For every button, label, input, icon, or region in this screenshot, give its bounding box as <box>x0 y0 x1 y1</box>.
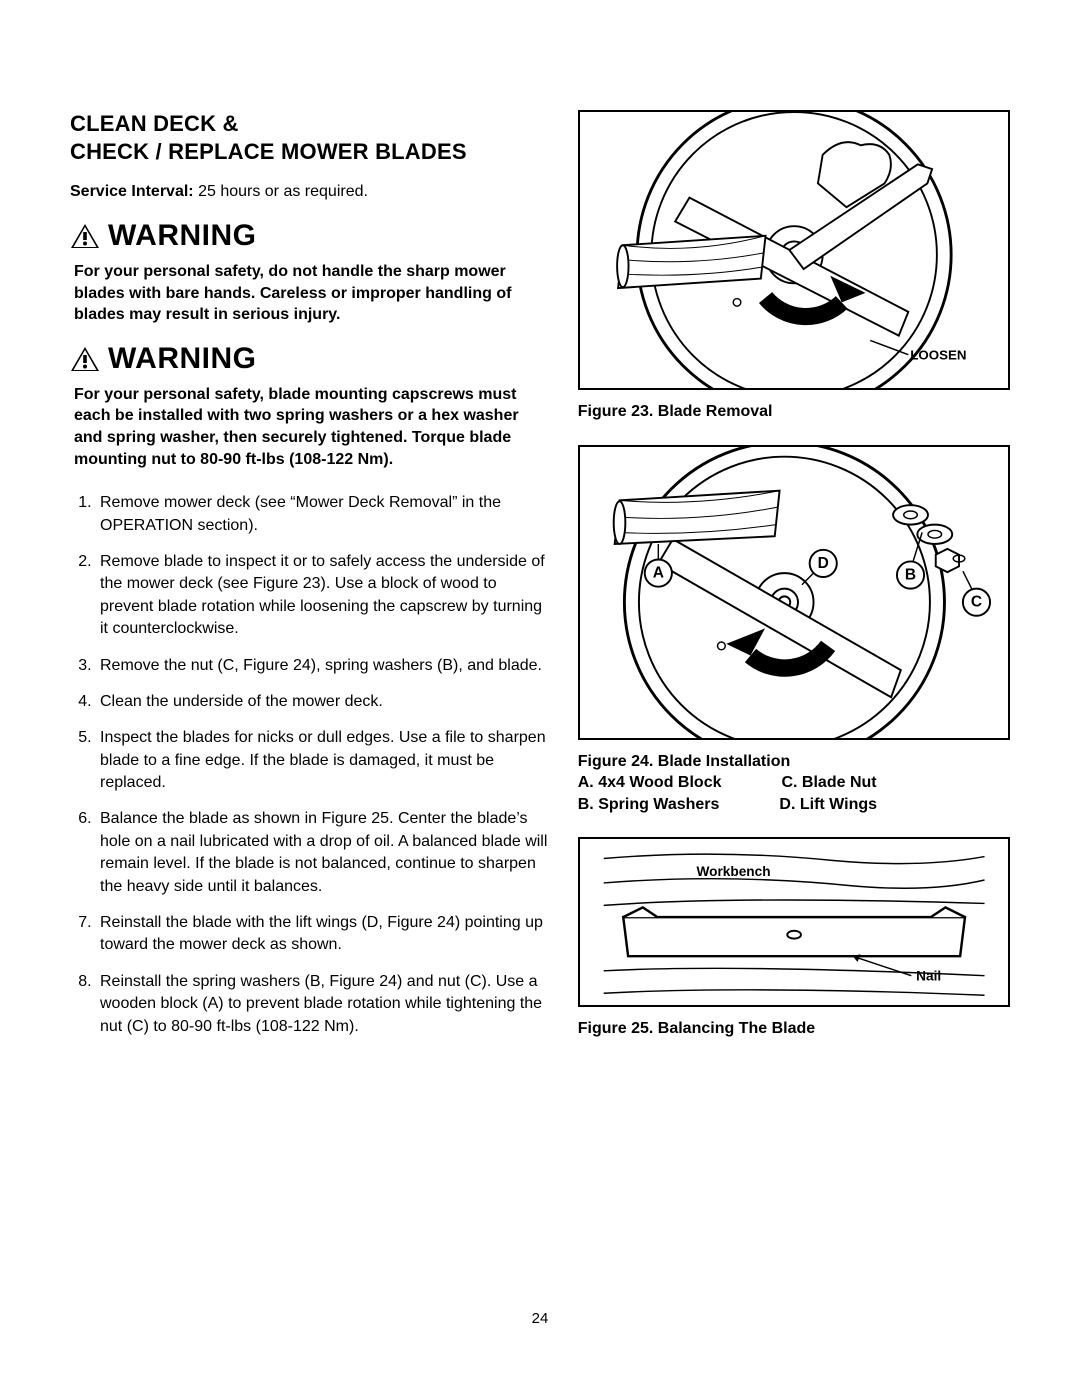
warning-triangle-icon <box>70 346 100 372</box>
fig23-loosen-label: LOOSEN <box>910 347 966 362</box>
warning-triangle-icon <box>70 223 100 249</box>
warning-text-1: For your personal safety, do not handle … <box>70 261 548 326</box>
warning-box-2: WARNING For your personal safety, blade … <box>70 342 548 470</box>
step-7: Reinstall the blade with the lift wings … <box>96 912 548 957</box>
service-interval: Service Interval: 25 hours or as require… <box>70 183 548 201</box>
fig24-legend-b: B. Spring Washers <box>578 794 720 816</box>
fig25-nail-label: Nail <box>916 969 941 984</box>
step-1: Remove mower deck (see “Mower Deck Remov… <box>96 492 548 537</box>
fig24-callout-c: C <box>971 593 982 610</box>
step-5: Inspect the blades for nicks or dull edg… <box>96 727 548 794</box>
fig23-caption: Figure 23. Blade Removal <box>578 401 1010 423</box>
figure-23-diagram: LOOSEN <box>578 110 1010 390</box>
page-number: 24 <box>0 1310 1080 1327</box>
procedure-steps: Remove mower deck (see “Mower Deck Remov… <box>70 492 548 1038</box>
section-heading: CLEAN DECK & CHECK / REPLACE MOWER BLADE… <box>70 110 548 165</box>
left-column: CLEAN DECK & CHECK / REPLACE MOWER BLADE… <box>70 110 548 1062</box>
page-content: CLEAN DECK & CHECK / REPLACE MOWER BLADE… <box>70 110 1010 1062</box>
fig24-callout-d: D <box>817 554 828 571</box>
warning-word-1: WARNING <box>108 219 257 253</box>
figure-24: A D B C Figure 24. Blade Installation A.… <box>578 445 1010 816</box>
step-6: Balance the blade as shown in Figure 25.… <box>96 808 548 898</box>
step-8: Reinstall the spring washers (B, Figure … <box>96 971 548 1038</box>
figure-23: LOOSEN Figure 23. Blade Removal <box>578 110 1010 423</box>
service-interval-label: Service Interval: <box>70 183 194 200</box>
fig24-caption: Figure 24. Blade Installation <box>578 751 1010 773</box>
fig24-callout-b: B <box>905 566 916 583</box>
warning-header-1: WARNING <box>70 219 548 253</box>
warning-text-2: For your personal safety, blade mounting… <box>70 384 548 470</box>
step-2: Remove blade to inspect it or to safely … <box>96 551 548 641</box>
warning-header-2: WARNING <box>70 342 548 376</box>
fig24-legend-row2: B. Spring Washers D. Lift Wings <box>578 794 1010 816</box>
fig24-legend-a: A. 4x4 Wood Block <box>578 772 722 794</box>
fig24-legend-c: C. Blade Nut <box>781 772 876 794</box>
heading-line-2: CHECK / REPLACE MOWER BLADES <box>70 139 467 164</box>
warning-word-2: WARNING <box>108 342 257 376</box>
step-3: Remove the nut (C, Figure 24), spring wa… <box>96 655 548 677</box>
figure-25-diagram: Workbench Nail <box>578 837 1010 1007</box>
warning-box-1: WARNING For your personal safety, do not… <box>70 219 548 326</box>
heading-line-1: CLEAN DECK & <box>70 111 239 136</box>
figure-24-diagram: A D B C <box>578 445 1010 740</box>
fig25-workbench-label: Workbench <box>696 864 770 879</box>
service-interval-value: 25 hours or as required. <box>194 183 368 200</box>
figure-25: Workbench Nail Figure 25. Balancing The … <box>578 837 1010 1040</box>
step-4: Clean the underside of the mower deck. <box>96 691 548 713</box>
fig24-legend-row1: A. 4x4 Wood Block C. Blade Nut <box>578 772 1010 794</box>
fig24-legend-d: D. Lift Wings <box>779 794 877 816</box>
fig25-caption: Figure 25. Balancing The Blade <box>578 1018 1010 1040</box>
right-column: LOOSEN Figure 23. Blade Removal <box>578 110 1010 1062</box>
fig24-callout-a: A <box>652 564 663 581</box>
